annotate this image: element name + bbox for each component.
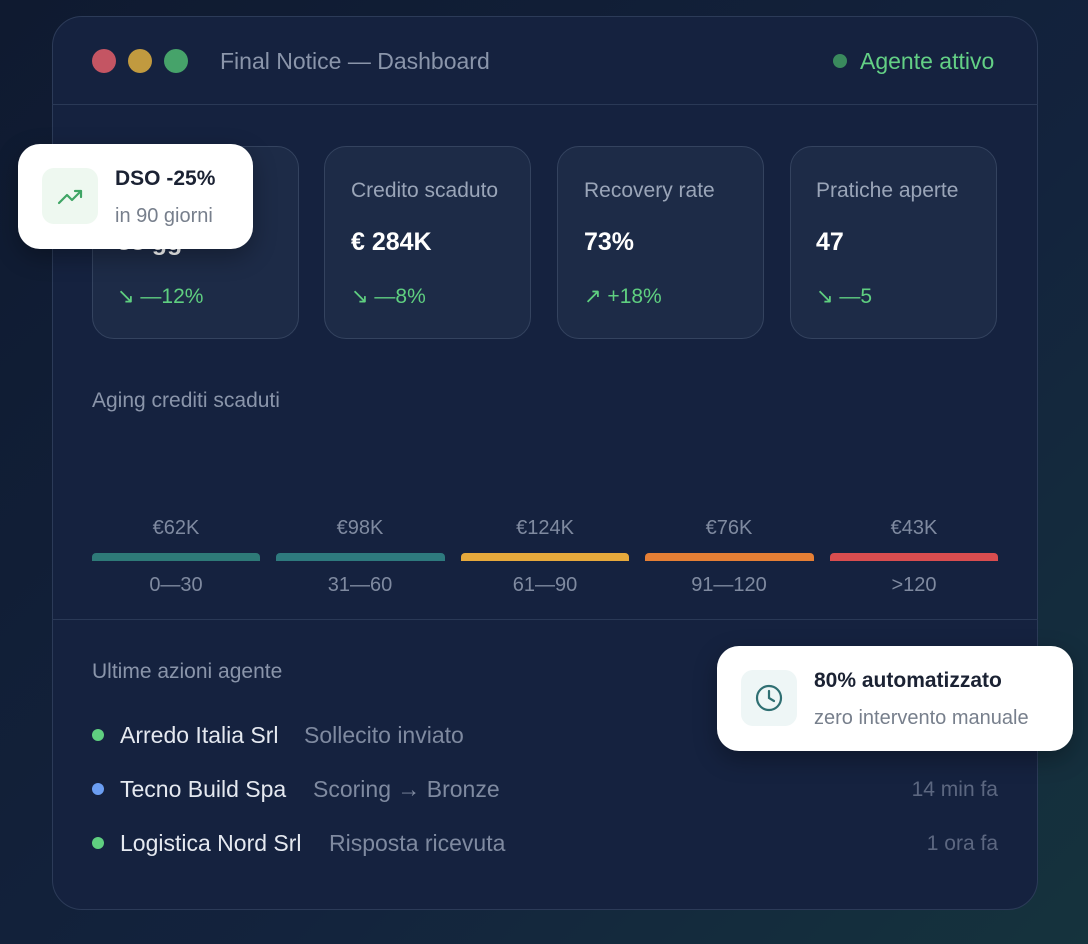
bucket-amount: €43K xyxy=(890,517,938,539)
action-text: Sollecito inviato xyxy=(304,722,464,748)
kpi-label: Pratiche aperte xyxy=(816,179,959,202)
kpi-label: Credito scaduto xyxy=(351,179,499,202)
trend-icon xyxy=(57,189,83,205)
action-company[interactable]: Logistica Nord Srl xyxy=(120,830,302,856)
bucket-range: >120 xyxy=(891,574,937,596)
kpi-value: 73% xyxy=(584,228,635,256)
action-time: 1 ora fa xyxy=(926,832,998,855)
kpi-card xyxy=(557,146,764,339)
bucket-range: 0—30 xyxy=(149,574,203,596)
badge-icon xyxy=(42,168,98,224)
badge-icon xyxy=(741,670,797,726)
kpi-card xyxy=(324,146,531,339)
bucket-range: 91—120 xyxy=(691,574,767,596)
status-dot xyxy=(833,54,847,68)
badge-title: 80% automatizzato xyxy=(814,669,1002,692)
action-text: Scoring → Bronze xyxy=(313,776,500,802)
bucket-bar xyxy=(92,553,260,561)
bucket-bar xyxy=(830,553,998,561)
window-close[interactable] xyxy=(92,49,116,73)
divider xyxy=(52,104,1038,105)
kpi-label: Recovery rate xyxy=(584,179,715,202)
bucket-amount: €76K xyxy=(705,517,753,539)
badge-subtitle: in 90 giorni xyxy=(115,205,213,227)
badge-subtitle: zero intervento manuale xyxy=(814,707,1029,729)
status-text: Agente attivo xyxy=(860,48,995,74)
window-minimize[interactable] xyxy=(128,49,152,73)
action-dot xyxy=(92,729,104,741)
clock-icon xyxy=(755,684,783,712)
action-dot xyxy=(92,837,104,849)
kpi-delta: ↘ —5 xyxy=(816,285,873,308)
bucket-bar xyxy=(461,553,629,561)
window-maximize[interactable] xyxy=(164,49,188,73)
action-company[interactable]: Tecno Build Spa xyxy=(120,776,287,802)
kpi-delta: ↗ +18% xyxy=(584,285,662,308)
divider xyxy=(52,619,1038,620)
action-text: Risposta ricevuta xyxy=(329,830,506,856)
action-dot xyxy=(92,783,104,795)
kpi-delta: ↘ —8% xyxy=(351,285,426,308)
section-title: Aging crediti scaduti xyxy=(92,389,280,412)
bucket-range: 61—90 xyxy=(512,574,578,596)
bucket-amount: €98K xyxy=(336,517,384,539)
window-title: Final Notice — Dashboard xyxy=(220,48,490,74)
section-title: Ultime azioni agente xyxy=(92,660,283,683)
bucket-amount: €124K xyxy=(516,517,574,539)
badge-title: DSO -25% xyxy=(115,167,216,190)
action-time: 14 min fa xyxy=(911,778,998,801)
bucket-bar xyxy=(276,553,445,561)
kpi-card xyxy=(790,146,997,339)
kpi-value: 47 xyxy=(816,228,844,256)
kpi-value: € 284K xyxy=(351,228,432,256)
bucket-amount: €62K xyxy=(152,517,200,539)
bucket-bar xyxy=(645,553,814,561)
bucket-range: 31—60 xyxy=(327,574,393,596)
action-company[interactable]: Arredo Italia Srl xyxy=(120,722,279,748)
kpi-delta: ↘ —12% xyxy=(117,285,204,308)
